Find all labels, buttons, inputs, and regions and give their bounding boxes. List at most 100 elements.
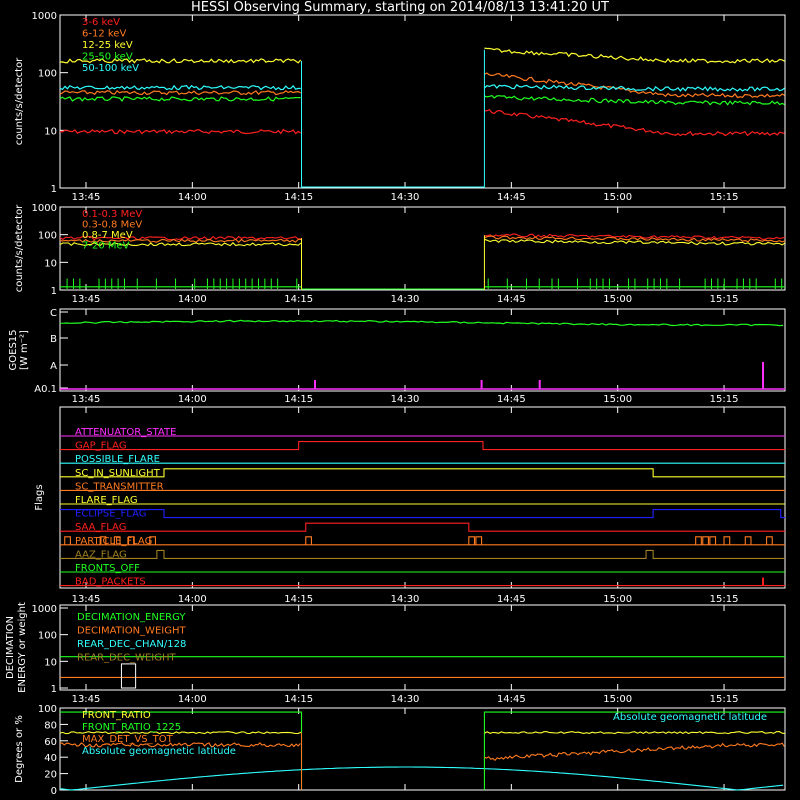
y-tick-label: A0.1 bbox=[34, 384, 57, 395]
flag-blip bbox=[127, 536, 135, 545]
series-line bbox=[59, 238, 302, 244]
flag-label: ECLIPSE_FLAG bbox=[75, 509, 146, 520]
flag-trace bbox=[60, 441, 785, 451]
y-tick-label: 60 bbox=[44, 737, 57, 748]
flag-blip bbox=[149, 536, 157, 545]
time-tick-label: 15:00 bbox=[603, 394, 632, 405]
time-tick-label: 14:45 bbox=[497, 594, 526, 605]
time-tick-label: 14:15 bbox=[284, 694, 313, 705]
time-tick-label: 14:15 bbox=[284, 394, 313, 405]
time-tick-label: 14:45 bbox=[497, 192, 526, 203]
y-axis-label: counts/s/detector bbox=[14, 204, 25, 292]
time-tick-label: 15:00 bbox=[603, 594, 632, 605]
flag-trace bbox=[60, 549, 785, 559]
time-tick-label: 14:45 bbox=[497, 694, 526, 705]
flag-blip bbox=[475, 536, 483, 545]
flag-label: SC_IN_SUNLIGHT bbox=[75, 468, 161, 479]
legend-entry: 3-6 keV bbox=[82, 17, 120, 28]
time-tick-label: 13:45 bbox=[72, 192, 101, 203]
series-line bbox=[484, 108, 785, 137]
y-tick-label: A bbox=[50, 361, 57, 372]
flag-blip bbox=[702, 536, 709, 545]
panel-5-frame bbox=[59, 604, 786, 691]
time-tick-label: 14:00 bbox=[178, 694, 207, 705]
latitude-line bbox=[59, 766, 784, 791]
time-tick-label: 13:45 bbox=[72, 394, 101, 405]
y-tick-label: 10 bbox=[44, 126, 57, 137]
flag-label: ATTENUATOR_STATE bbox=[75, 427, 176, 438]
decimation-box bbox=[120, 663, 137, 689]
series-line bbox=[59, 742, 301, 748]
flag-label: POSSIBLE_FLARE bbox=[75, 454, 160, 465]
y-tick-label: 1000 bbox=[32, 604, 57, 615]
time-tick-label: 15:15 bbox=[710, 594, 739, 605]
y-tick-label: 40 bbox=[44, 753, 57, 764]
legend-entry: 7-20 MeV bbox=[82, 241, 130, 252]
legend-entry: REAR_DEC_WEIGHT bbox=[77, 653, 176, 664]
time-tick-label: 14:00 bbox=[178, 294, 207, 305]
legend-entry: FRONT_RATIO bbox=[82, 710, 151, 721]
series-line bbox=[59, 128, 302, 135]
goes-long-line bbox=[59, 319, 784, 327]
time-tick-label: 14:30 bbox=[391, 394, 420, 405]
series-line bbox=[59, 242, 302, 247]
y-axis-label: GOES15 bbox=[8, 329, 19, 370]
time-tick-label: 14:00 bbox=[178, 394, 207, 405]
time-tick-label: 15:00 bbox=[603, 192, 632, 203]
series-line bbox=[59, 731, 302, 735]
time-tick-label: 15:15 bbox=[710, 394, 739, 405]
series-line bbox=[484, 72, 785, 99]
panel-3-frame bbox=[59, 308, 786, 392]
y-tick-label: 1 bbox=[51, 684, 57, 695]
series-line bbox=[483, 83, 785, 92]
panel-6-frame bbox=[59, 707, 786, 791]
flag-label: PARTICLE_FLAG bbox=[75, 536, 152, 547]
flag-blip bbox=[744, 536, 752, 545]
time-tick-label: 14:45 bbox=[497, 294, 526, 305]
flag-blip bbox=[468, 536, 476, 545]
y-tick-label: 10 bbox=[44, 657, 57, 668]
time-tick-label: 15:15 bbox=[710, 694, 739, 705]
y-tick-label: 0 bbox=[51, 786, 57, 797]
flag-blip bbox=[723, 536, 731, 545]
legend-entry: 0.3-0.8 MeV bbox=[82, 220, 142, 231]
flag-trace bbox=[60, 522, 785, 532]
time-tick-label: 13:45 bbox=[72, 294, 101, 305]
y-tick-label: C bbox=[50, 308, 57, 319]
panel-4-frame bbox=[59, 406, 786, 589]
time-tick-label: 14:00 bbox=[178, 594, 207, 605]
legend-entry: 0.8-7 MeV bbox=[82, 230, 133, 241]
flag-label: FLARE_FLAG bbox=[75, 495, 138, 506]
flag-blip bbox=[695, 536, 702, 545]
legend-entry: 25-50 keV bbox=[82, 52, 133, 63]
time-tick-label: 15:00 bbox=[603, 694, 632, 705]
time-tick-label: 15:15 bbox=[710, 294, 739, 305]
panel-1-frame bbox=[59, 14, 786, 189]
series-line bbox=[484, 233, 786, 240]
flag-blip bbox=[113, 536, 121, 545]
flag-trace bbox=[60, 468, 785, 478]
y-axis-label: DECIMATION bbox=[5, 616, 16, 679]
y-axis-label: Flags bbox=[34, 484, 45, 510]
series-line bbox=[484, 94, 785, 106]
series-line bbox=[59, 84, 301, 91]
time-tick-label: 15:00 bbox=[603, 294, 632, 305]
time-tick-label: 14:15 bbox=[284, 594, 313, 605]
series-line bbox=[484, 238, 786, 246]
legend-entry: Absolute geomagnetic latitude bbox=[82, 746, 236, 757]
y-tick-label: 20 bbox=[44, 770, 57, 781]
y-tick-label: 1 bbox=[51, 184, 57, 195]
time-tick-label: 13:45 bbox=[72, 594, 101, 605]
y-tick-label: 10 bbox=[44, 258, 57, 269]
time-tick-label: 14:15 bbox=[284, 192, 313, 203]
legend-entry: DECIMATION_ENERGY bbox=[77, 612, 186, 623]
y-axis-label: Degrees or % bbox=[14, 715, 25, 783]
flag-label: GAP_FLAG bbox=[75, 441, 127, 452]
y-tick-label: 100 bbox=[38, 704, 57, 715]
y-tick-label: 80 bbox=[44, 720, 57, 731]
legend-entry: FRONT_RATIO_1225 bbox=[82, 722, 181, 733]
series-line bbox=[484, 731, 786, 735]
y-axis-unit: [W m⁻²] bbox=[19, 330, 30, 370]
legend-entry: 0.1-0.3 MeV bbox=[82, 209, 142, 220]
y-tick-label: 100 bbox=[38, 631, 57, 642]
